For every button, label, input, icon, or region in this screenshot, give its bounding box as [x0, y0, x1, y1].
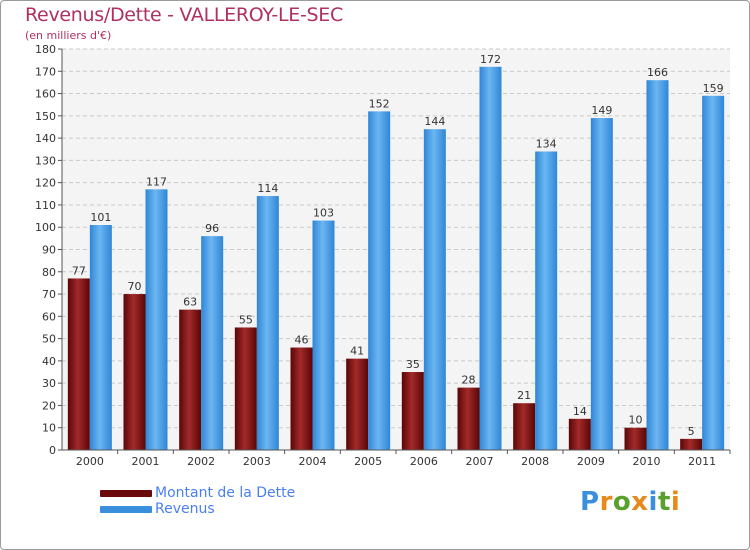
- bars: [67, 66, 725, 451]
- bar-revenue-label: 117: [146, 175, 167, 188]
- legend-label-revenue: Revenus: [155, 501, 215, 517]
- bar-revenue: [89, 224, 112, 450]
- chart-title: Revenus/Dette - VALLEROY-LE-SEC: [25, 4, 343, 26]
- bar-revenue-label: 96: [205, 222, 219, 235]
- bar-revenue-label: 159: [703, 82, 724, 95]
- bar-debt-label: 70: [128, 280, 142, 293]
- y-tick-label: 70: [42, 288, 56, 301]
- x-tick-label: 2000: [76, 455, 104, 468]
- bar-debt: [290, 347, 313, 450]
- y-tick-label: 140: [35, 132, 56, 145]
- bar-debt: [680, 438, 703, 450]
- logo-letter: x: [631, 487, 649, 517]
- y-tick-label: 100: [35, 221, 56, 234]
- bar-debt-label: 10: [629, 414, 643, 427]
- bar-revenue-label: 149: [591, 104, 612, 117]
- bar-revenue-label: 144: [424, 115, 445, 128]
- bar-revenue: [479, 66, 502, 451]
- x-tick-label: 2006: [410, 455, 438, 468]
- bar-debt: [568, 418, 591, 450]
- bar-debt: [67, 278, 90, 450]
- x-tick-label: 2010: [633, 455, 661, 468]
- bar-revenue: [535, 151, 558, 450]
- y-tick-label: 0: [49, 444, 56, 457]
- logo-letter: i: [648, 487, 658, 517]
- logo-letter: t: [657, 487, 671, 517]
- bar-revenue: [423, 129, 446, 450]
- bar-revenue: [145, 189, 168, 450]
- bar-debt-label: 14: [573, 405, 587, 418]
- bar-revenue: [702, 95, 725, 451]
- y-tick-label: 170: [35, 65, 56, 78]
- logo-letter: r: [599, 487, 613, 517]
- y-tick-label: 40: [42, 355, 56, 368]
- bar-revenue-label: 152: [369, 97, 390, 110]
- y-tick-label: 10: [42, 422, 56, 435]
- y-tick-label: 180: [35, 43, 56, 56]
- legend-label-debt: Montant de la Dette: [155, 485, 296, 501]
- bar-revenue: [368, 111, 391, 450]
- x-tick-label: 2011: [688, 455, 716, 468]
- x-tick-label: 2007: [466, 455, 494, 468]
- legend-swatch-debt: [100, 490, 152, 497]
- y-tick-label: 30: [42, 377, 56, 390]
- legend-swatch-revenue: [100, 506, 152, 513]
- y-tick-label: 150: [35, 110, 56, 123]
- logo-letter: i: [670, 487, 681, 517]
- bar-revenue-label: 103: [313, 207, 334, 220]
- bar-debt-label: 63: [183, 296, 197, 309]
- data-labels: 77 101 70 117 63 96 55 114 46 103 41 152 35 144 28 172 2…: [72, 53, 724, 438]
- bar-revenue-label: 166: [647, 66, 668, 79]
- y-tick-label: 120: [35, 177, 56, 190]
- bar-revenue: [312, 220, 335, 450]
- bar-debt: [346, 358, 369, 450]
- x-tick-label: 2005: [354, 455, 382, 468]
- bar-debt-label: 41: [350, 345, 364, 358]
- bar-debt: [123, 294, 146, 450]
- x-tick-label: 2001: [132, 455, 160, 468]
- proxiti-logo: Proxiti: [580, 487, 680, 517]
- bar-debt-label: 35: [406, 358, 420, 371]
- bar-debt-label: 55: [239, 313, 253, 326]
- bar-revenue: [646, 80, 669, 450]
- bar-revenue: [590, 118, 613, 451]
- x-tick-label: 2002: [187, 455, 215, 468]
- x-tick-label: 2003: [243, 455, 271, 468]
- bar-debt-label: 77: [72, 264, 86, 277]
- bar-debt: [179, 309, 202, 450]
- x-tick-label: 2009: [577, 455, 605, 468]
- x-tick-label: 2004: [299, 455, 327, 468]
- y-tick-label: 80: [42, 266, 56, 279]
- logo-letter: o: [612, 487, 632, 517]
- bar-debt: [513, 403, 536, 450]
- x-tick-label: 2008: [521, 455, 549, 468]
- bar-revenue-label: 172: [480, 53, 501, 66]
- bar-debt: [401, 372, 424, 450]
- y-tick-label: 110: [35, 199, 56, 212]
- y-tick-label: 90: [42, 244, 56, 257]
- bar-revenue-label: 101: [90, 211, 111, 224]
- bar-revenue: [256, 196, 279, 450]
- bar-debt: [457, 387, 480, 450]
- y-tick-label: 20: [42, 399, 56, 412]
- logo-letter: P: [580, 487, 600, 517]
- y-tick-label: 160: [35, 88, 56, 101]
- axes: 0 10 20 30 40 50 60 70 80 90 100 110 120 130 140 150 160…: [35, 43, 731, 468]
- y-tick-label: 50: [42, 333, 56, 346]
- bar-debt-label: 21: [517, 389, 531, 402]
- bar-debt-label: 46: [295, 334, 309, 347]
- bar-debt-label: 5: [688, 425, 695, 438]
- y-tick-label: 130: [35, 154, 56, 167]
- bar-debt: [234, 327, 257, 450]
- y-tick-label: 60: [42, 310, 56, 323]
- bar-revenue-label: 134: [536, 137, 557, 150]
- bar-debt: [624, 427, 647, 450]
- chart-subtitle: (en milliers d'€): [25, 29, 112, 42]
- bar-revenue: [201, 236, 224, 450]
- bar-debt-label: 28: [462, 374, 476, 387]
- grid-lines: [62, 48, 730, 429]
- bar-revenue-label: 114: [257, 182, 278, 195]
